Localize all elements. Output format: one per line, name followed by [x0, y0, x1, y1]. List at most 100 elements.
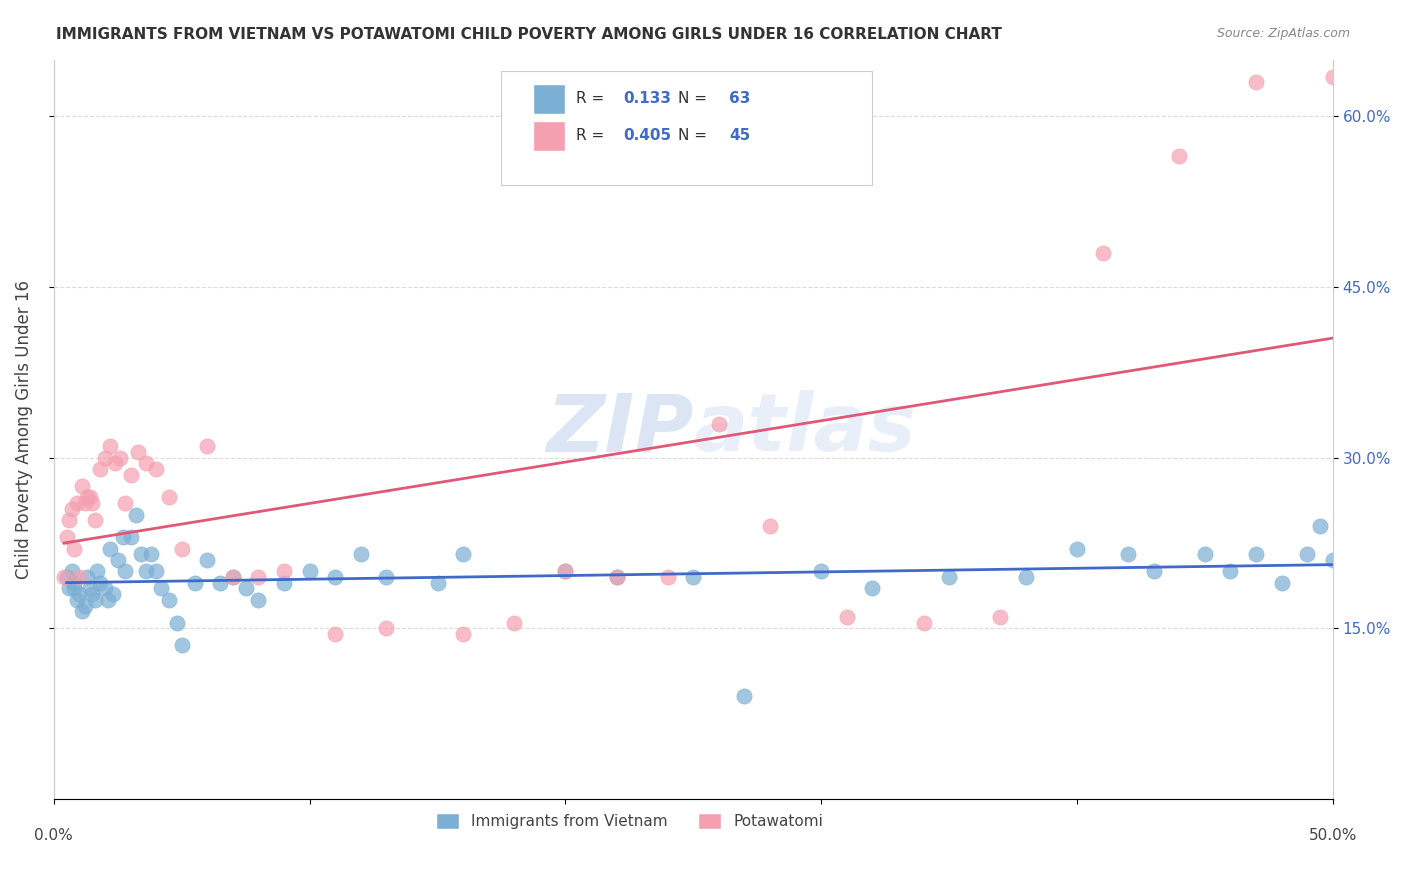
Point [375, 621, 398, 635]
Text: ZIP: ZIP [546, 390, 693, 468]
Point [451, 547, 474, 561]
Text: 0.405: 0.405 [623, 128, 671, 144]
Point [1322, 70, 1344, 84]
Point [170, 541, 193, 556]
Point [150, 582, 173, 596]
Point [759, 519, 782, 533]
Point [988, 610, 1011, 624]
Point [503, 615, 526, 630]
Point [58, 513, 80, 527]
Point [222, 570, 245, 584]
Point [195, 439, 218, 453]
Point [1219, 565, 1241, 579]
Point [247, 570, 270, 584]
Point [73, 599, 96, 613]
Point [145, 462, 167, 476]
Point [60, 501, 83, 516]
Point [183, 575, 205, 590]
Point [1194, 547, 1216, 561]
Point [273, 575, 295, 590]
Point [1015, 570, 1038, 584]
Point [554, 565, 576, 579]
Point [60, 565, 83, 579]
Text: N =: N = [678, 128, 711, 144]
Text: IMMIGRANTS FROM VIETNAM VS POTAWATOMI CHILD POVERTY AMONG GIRLS UNDER 16 CORRELA: IMMIGRANTS FROM VIETNAM VS POTAWATOMI CH… [56, 27, 1002, 42]
Point [82, 587, 104, 601]
Point [67, 587, 90, 601]
Point [127, 445, 149, 459]
Point [73, 496, 96, 510]
Point [111, 530, 134, 544]
Point [76, 570, 98, 584]
Point [63, 575, 86, 590]
Point [110, 450, 132, 465]
Point [1296, 547, 1319, 561]
Text: R =: R = [575, 128, 609, 144]
Point [451, 627, 474, 641]
Point [1309, 519, 1331, 533]
Point [375, 570, 398, 584]
Point [135, 456, 157, 470]
Point [1168, 149, 1191, 163]
Point [129, 547, 152, 561]
Point [860, 582, 883, 596]
Point [323, 627, 346, 641]
Point [170, 638, 193, 652]
Point [82, 496, 104, 510]
Point [157, 592, 180, 607]
Point [114, 565, 136, 579]
Point [55, 530, 77, 544]
Point [58, 582, 80, 596]
Point [125, 508, 148, 522]
Point [101, 587, 124, 601]
Point [247, 592, 270, 607]
Point [733, 690, 755, 704]
Point [1244, 547, 1267, 561]
Point [1091, 246, 1114, 260]
Point [145, 565, 167, 579]
Point [707, 417, 730, 431]
Point [426, 575, 449, 590]
Point [79, 582, 101, 596]
Point [94, 582, 117, 596]
Point [63, 582, 86, 596]
Point [98, 541, 121, 556]
Y-axis label: Child Poverty Among Girls Under 16: Child Poverty Among Girls Under 16 [15, 280, 32, 579]
Point [273, 565, 295, 579]
Point [67, 570, 90, 584]
Point [83, 592, 105, 607]
Text: Source: ZipAtlas.com: Source: ZipAtlas.com [1216, 27, 1350, 40]
Point [55, 570, 77, 584]
Point [135, 565, 157, 579]
Point [139, 547, 162, 561]
Point [835, 610, 858, 624]
Point [682, 570, 704, 584]
Point [157, 491, 180, 505]
Point [1116, 547, 1139, 561]
Text: N =: N = [678, 91, 711, 105]
Point [63, 541, 86, 556]
Point [98, 439, 121, 453]
Point [657, 570, 679, 584]
Point [166, 615, 188, 630]
Text: 0.0%: 0.0% [35, 829, 73, 844]
Point [76, 491, 98, 505]
Point [96, 592, 118, 607]
Point [79, 491, 101, 505]
Point [89, 575, 111, 590]
FancyBboxPatch shape [533, 84, 565, 113]
Point [114, 496, 136, 510]
Point [195, 553, 218, 567]
Point [53, 570, 76, 584]
Point [298, 565, 321, 579]
Point [938, 570, 960, 584]
Point [1143, 565, 1166, 579]
Point [94, 450, 117, 465]
Point [70, 479, 93, 493]
Point [222, 570, 245, 584]
Point [323, 570, 346, 584]
Point [66, 592, 89, 607]
Point [235, 582, 257, 596]
Text: 63: 63 [730, 91, 751, 105]
Text: R =: R = [575, 91, 609, 105]
